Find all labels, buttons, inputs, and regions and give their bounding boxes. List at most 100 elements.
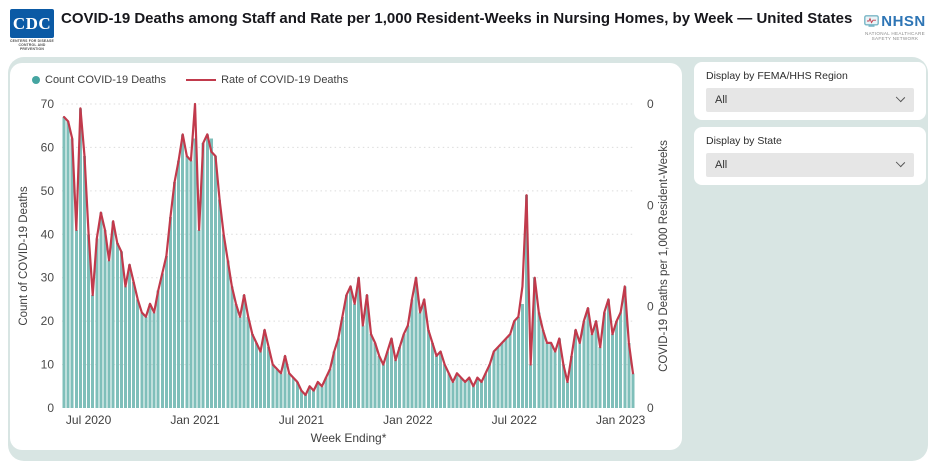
count-bar [304, 394, 308, 408]
y-axis-left-tick-label: 10 [41, 358, 55, 372]
count-bar [471, 386, 475, 408]
legend-item-count[interactable]: Count COVID-19 Deaths [32, 74, 166, 86]
count-bar [222, 234, 226, 408]
cdc-logo-icon: CDC [10, 9, 54, 38]
count-bar [623, 286, 627, 408]
legend-rate-label: Rate of COVID-19 Deaths [221, 74, 349, 86]
count-bar [132, 282, 136, 408]
x-axis-tick-label: Jan 2022 [383, 413, 433, 427]
rate-legend-line-icon [186, 79, 217, 81]
count-bar [610, 334, 614, 408]
count-bar [422, 299, 426, 408]
count-bar [349, 286, 353, 408]
count-bar [439, 351, 443, 408]
count-bar [504, 338, 508, 408]
region-filter-select[interactable]: All [706, 88, 914, 112]
count-bar [144, 316, 148, 408]
count-bar [152, 312, 156, 408]
count-bar [254, 342, 258, 408]
count-bar [123, 286, 127, 408]
count-bar [451, 381, 455, 408]
count-bar [435, 355, 438, 408]
count-bar [250, 334, 254, 408]
count-bar [410, 299, 414, 408]
count-bar [238, 316, 242, 408]
count-bar [602, 312, 606, 408]
count-bar [377, 355, 381, 408]
count-bar [586, 308, 590, 408]
count-bar [320, 386, 324, 408]
chart-legend: Count COVID-19 Deaths Rate of COVID-19 D… [32, 74, 348, 86]
count-bar [226, 260, 230, 408]
count-bar [570, 355, 574, 408]
count-bar [328, 368, 332, 408]
count-bar [549, 342, 553, 408]
x-axis-tick-label: Jul 2022 [492, 413, 538, 427]
page-title: COVID-19 Deaths among Staff and Rate per… [61, 10, 853, 27]
count-bar [398, 347, 402, 408]
count-bar [168, 216, 172, 408]
y-axis-left-tick-label: 30 [41, 271, 55, 285]
count-bar [545, 342, 549, 408]
count-bar [234, 303, 238, 408]
count-bar [287, 373, 291, 408]
legend-count-label: Count COVID-19 Deaths [45, 74, 167, 86]
count-bar [308, 386, 312, 408]
count-bar [426, 329, 430, 408]
count-bar [156, 290, 160, 408]
count-bar [381, 364, 385, 408]
count-bar [340, 316, 344, 408]
count-bar [193, 138, 197, 409]
count-bar [83, 156, 86, 408]
count-bar [631, 373, 635, 408]
count-bar [443, 364, 447, 408]
count-legend-dot-icon [32, 76, 40, 84]
count-bar [484, 373, 488, 408]
cdc-logo-subtext: CENTERS FOR DISEASE CONTROL AND PREVENTI… [10, 39, 54, 51]
count-bar [271, 364, 275, 408]
legend-item-rate[interactable]: Rate of COVID-19 Deaths [174, 74, 348, 86]
cdc-logo[interactable]: CDC CENTERS FOR DISEASE CONTROL AND PREV… [10, 9, 54, 51]
count-bar [541, 329, 545, 408]
y-axis-left-title: Count of COVID-19 Deaths [18, 186, 30, 326]
count-bar [295, 381, 299, 408]
y-axis-right-title: COVID-19 Deaths per 1,000 Resident-Weeks [658, 140, 670, 372]
count-bar [189, 160, 193, 408]
y-axis-left-tick-label: 20 [41, 314, 55, 328]
count-bar [606, 299, 610, 408]
count-bar [627, 342, 631, 408]
region-filter-label: Display by FEMA/HHS Region [706, 70, 848, 82]
count-bar [230, 286, 234, 408]
count-bar [74, 229, 78, 408]
chevron-down-icon [895, 92, 906, 103]
chart-plot-area[interactable]: 0 10 20 30 40 50 60 70 0 0 0 0 Jul 2020 Jan 2021 Jul 2… [10, 91, 682, 450]
count-bar [516, 316, 520, 408]
count-bar [275, 368, 279, 408]
rate-line [62, 102, 635, 397]
count-bar [316, 381, 320, 408]
count-bar [430, 342, 434, 408]
count-bar [160, 273, 164, 408]
x-axis-title: Week Ending* [311, 431, 387, 445]
count-bar [140, 312, 144, 408]
count-bar [385, 351, 389, 408]
state-filter-label: Display by State [706, 135, 782, 147]
nhsn-logo-subtext: NATIONAL HEALTHCARE SAFETY NETWORK [865, 31, 925, 41]
count-bar [213, 156, 217, 408]
chart-card: Count COVID-19 Deaths Rate of COVID-19 D… [10, 63, 682, 450]
count-bar [312, 390, 316, 408]
count-bar [128, 264, 132, 408]
count-bar [353, 303, 357, 408]
count-bar [299, 390, 303, 408]
count-bar [95, 238, 99, 408]
state-filter-select[interactable]: All [706, 153, 914, 177]
count-bar [537, 312, 541, 408]
count-bar [66, 121, 70, 409]
count-bar [500, 342, 504, 408]
count-bar [447, 373, 451, 408]
count-bar [181, 134, 185, 408]
count-bar [218, 199, 222, 408]
nhsn-monitor-icon [864, 15, 880, 28]
count-bar [369, 334, 373, 408]
